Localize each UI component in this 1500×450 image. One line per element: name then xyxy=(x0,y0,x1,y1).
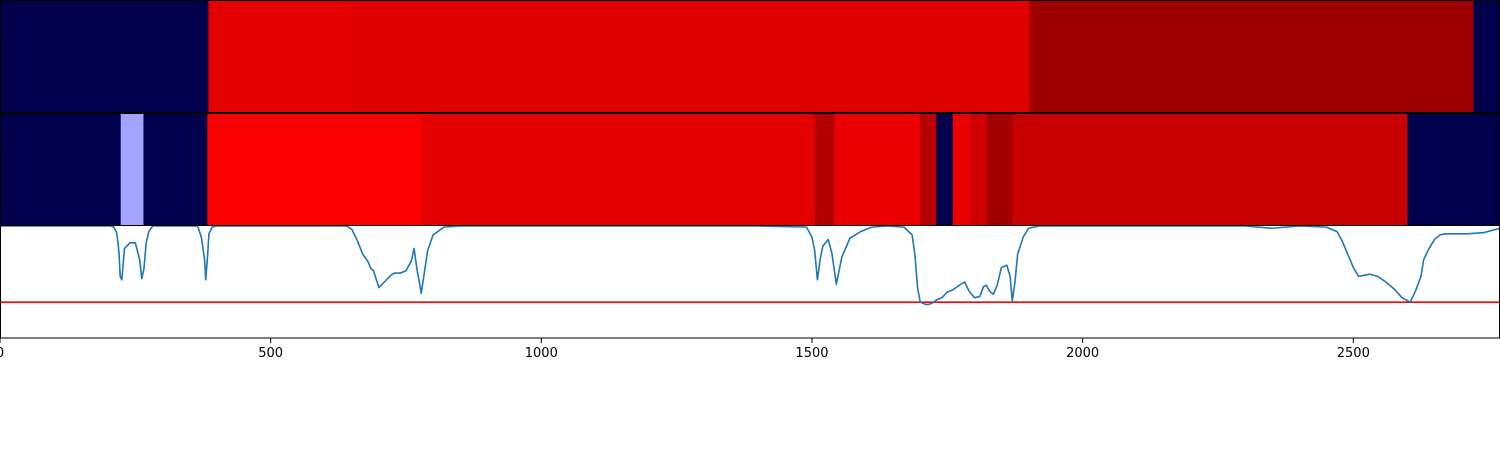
heatmap-row-1 xyxy=(0,1,1500,113)
line-panel-background xyxy=(0,226,1500,338)
x-tick-label-500: 500 xyxy=(258,346,283,361)
heatmap-cell-1-1 xyxy=(0,1,209,113)
heatmap-cell-1-4 xyxy=(1029,1,1474,113)
heatmap-cell-2-13 xyxy=(1012,114,1408,226)
x-axis: 0 500 1000 1500 2000 2500 xyxy=(0,338,1370,361)
line-plot-panel xyxy=(0,225,1500,338)
series-line xyxy=(0,225,1500,306)
x-tick-label-0: 0 xyxy=(0,346,4,361)
heatmap-cell-2-4 xyxy=(207,114,423,226)
x-tick-label-1500: 1500 xyxy=(795,346,828,361)
heatmap-cell-2-3 xyxy=(143,114,208,226)
heatmap-cell-2-14 xyxy=(1407,114,1500,226)
heatmap-cell-1-5 xyxy=(1473,1,1500,113)
heatmap-cell-2-5 xyxy=(422,114,816,226)
heatmap-cell-2-1 xyxy=(0,114,122,226)
heatmap-cell-2-11 xyxy=(970,114,988,226)
heatmap-cell-2-2 xyxy=(120,114,144,226)
x-tick-label-2500: 2500 xyxy=(1337,346,1370,361)
x-tick-label-1000: 1000 xyxy=(525,346,558,361)
heatmap-cell-2-8 xyxy=(920,114,937,226)
heatmap-cell-1-2 xyxy=(208,1,353,113)
heatmap-cell-2-10 xyxy=(952,114,971,226)
heatmap-cell-2-7 xyxy=(834,114,921,226)
heatmap-cell-2-9 xyxy=(936,114,954,226)
heatmap-cell-2-12 xyxy=(986,114,1013,226)
x-tick-label-2000: 2000 xyxy=(1066,346,1099,361)
heatmap-row-2 xyxy=(0,114,1500,226)
heatmap-cell-1-3 xyxy=(351,1,1031,113)
heatmap-cell-2-6 xyxy=(814,114,835,226)
